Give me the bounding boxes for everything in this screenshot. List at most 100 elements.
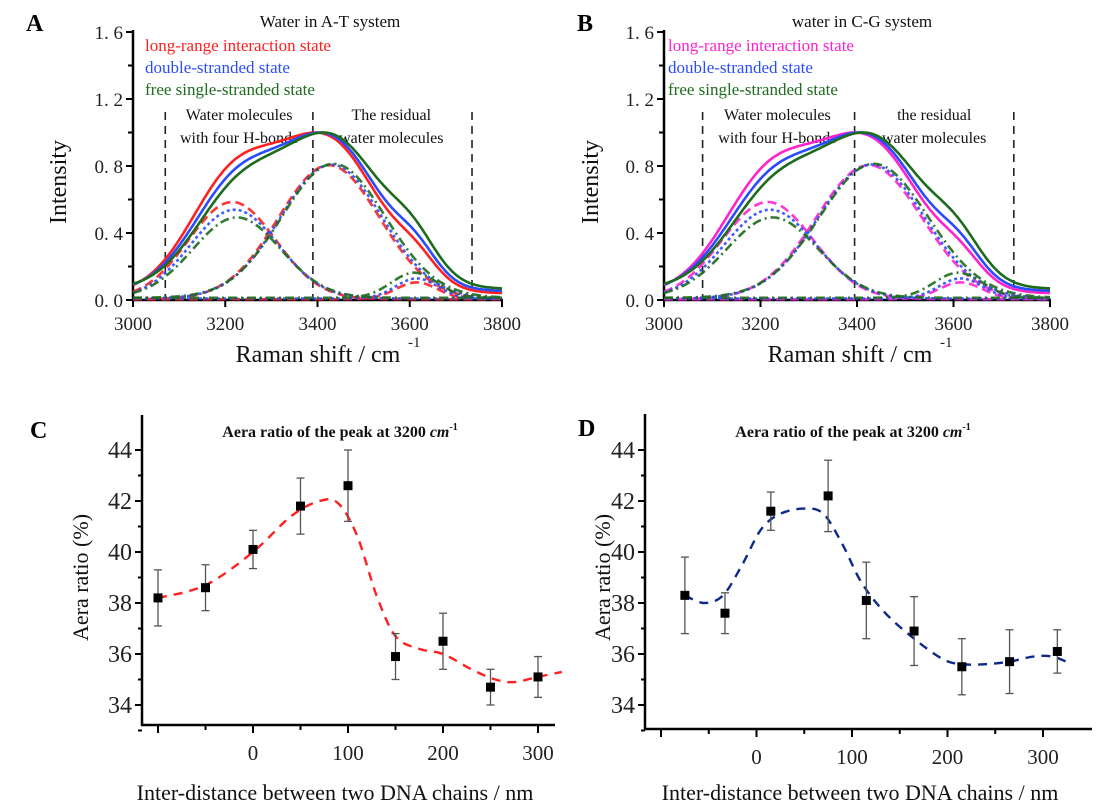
title-text: Aera ratio of the peak at 3200 bbox=[735, 424, 943, 441]
y-axis-label: Aera ratio (%) bbox=[590, 514, 615, 641]
data-point bbox=[153, 593, 163, 603]
data-point bbox=[861, 595, 871, 605]
x-tick-label: 300 bbox=[1027, 745, 1059, 769]
data-point bbox=[486, 682, 495, 692]
x-tick-label: 100 bbox=[836, 745, 868, 769]
y-tick-label: 42 bbox=[108, 489, 132, 515]
x-axis-label: Inter-distance between two DNA chains / … bbox=[137, 780, 534, 805]
x-tick-label: 300 bbox=[522, 741, 554, 765]
region-annotation: water molecules bbox=[882, 130, 986, 147]
data-point bbox=[1052, 646, 1062, 656]
legend-entry: double-stranded state bbox=[145, 58, 290, 77]
panel-a: A 0. 0 0. 4 0. 8 1. 2 1. 6 3000 3200 3400 3600 38… bbox=[26, 11, 521, 368]
title-superscript: -1 bbox=[962, 422, 970, 433]
data-point bbox=[343, 481, 353, 491]
region-annotation: Water molecules bbox=[186, 107, 293, 124]
region-annotation: with four H-bonds bbox=[180, 130, 298, 147]
data-point bbox=[201, 583, 210, 593]
data-point bbox=[296, 501, 305, 511]
x-tick-label: 3400 bbox=[299, 314, 337, 335]
title-unit: cm bbox=[943, 424, 963, 441]
y-tick-label: 36 bbox=[611, 642, 635, 668]
region-annotation: Water molecules bbox=[724, 107, 831, 124]
x-axis-label: Inter-distance between two DNA chains / … bbox=[662, 780, 1059, 805]
component-curve-1 bbox=[663, 216, 1050, 300]
y-tick-label: 0. 8 bbox=[95, 157, 124, 178]
data-point bbox=[909, 626, 919, 636]
legend-entry: free single-stranded state bbox=[668, 80, 838, 99]
legend-entry: long-range interaction state bbox=[145, 36, 331, 55]
data-point bbox=[720, 608, 730, 618]
y-tick-label: 34 bbox=[611, 693, 635, 719]
x-tick-label: 3800 bbox=[1031, 314, 1069, 335]
y-axis-label: Intensity bbox=[578, 140, 604, 224]
data-point bbox=[248, 544, 258, 554]
x-tick-label: 3400 bbox=[838, 314, 876, 335]
data-point bbox=[766, 506, 776, 516]
chart-title: Aera ratio of the peak at 3200 cm-1 bbox=[222, 422, 457, 441]
chart-title: water in C-G system bbox=[792, 12, 932, 31]
legend-entry: free single-stranded state bbox=[145, 80, 315, 99]
chart-title: Water in A-T system bbox=[260, 12, 400, 31]
y-tick-label: 40 bbox=[108, 540, 132, 566]
data-point bbox=[1005, 657, 1015, 667]
x-tick-label: 0 bbox=[751, 745, 762, 769]
total-spectrum-line bbox=[132, 131, 503, 295]
x-tick-label: 100 bbox=[332, 741, 364, 765]
panel-letter-a: A bbox=[26, 11, 44, 37]
y-tick-label: 1. 6 bbox=[95, 23, 124, 44]
region-annotation: water molecules bbox=[339, 130, 443, 147]
panel-letter-d: D bbox=[578, 416, 595, 442]
y-tick-label: 0. 4 bbox=[626, 224, 655, 245]
data-point bbox=[823, 491, 833, 501]
x-axis-label-superscript: -1 bbox=[940, 335, 953, 351]
y-tick-label: 42 bbox=[611, 489, 635, 515]
x-tick-label: 3000 bbox=[645, 314, 683, 335]
legend-entry: long-range interaction state bbox=[668, 36, 854, 55]
y-tick-label: 0. 4 bbox=[95, 224, 124, 245]
x-tick-label: 3200 bbox=[206, 314, 244, 335]
data-point bbox=[533, 672, 543, 682]
x-axis-label-superscript: -1 bbox=[408, 335, 421, 351]
y-tick-label: 34 bbox=[108, 693, 132, 719]
y-tick-label: 38 bbox=[611, 591, 635, 617]
y-tick-label: 0. 8 bbox=[626, 157, 655, 178]
y-tick-label: 44 bbox=[611, 438, 635, 464]
component-curve-2 bbox=[132, 162, 503, 300]
x-tick-label: 3000 bbox=[114, 314, 152, 335]
data-point bbox=[680, 590, 690, 600]
y-axis-label: Intensity bbox=[46, 140, 72, 224]
y-tick-label: 40 bbox=[611, 540, 635, 566]
component-curve-3 bbox=[664, 271, 1050, 300]
y-axis-label: Aera ratio (%) bbox=[68, 514, 93, 641]
y-tick-label: 36 bbox=[108, 642, 132, 668]
total-spectrum-line bbox=[663, 131, 1051, 290]
panel-b: B 0. 0 0. 4 0. 8 1. 2 1. 6 3000 3200 3400 3600 38… bbox=[577, 11, 1069, 368]
x-tick-label: 3600 bbox=[935, 314, 973, 335]
legend-entry: double-stranded state bbox=[668, 58, 813, 77]
y-tick-label: 38 bbox=[108, 591, 132, 617]
title-superscript: -1 bbox=[449, 422, 457, 433]
fit-curve bbox=[684, 507, 1073, 666]
y-tick-label: 1. 2 bbox=[626, 90, 655, 111]
x-tick-label: 200 bbox=[427, 741, 459, 765]
x-tick-label: 3600 bbox=[391, 314, 429, 335]
data-point bbox=[391, 652, 400, 662]
panel-d: D 34 36 38 40 42 44 0 100 200 300 Aera ratio (%) In… bbox=[578, 414, 1092, 805]
title-unit: cm bbox=[430, 424, 450, 441]
panel-letter-c: C bbox=[30, 418, 47, 444]
y-tick-label: 1. 2 bbox=[95, 90, 124, 111]
x-tick-label: 200 bbox=[932, 745, 964, 769]
total-spectrum-line bbox=[663, 131, 1051, 295]
y-tick-label: 1. 6 bbox=[626, 23, 655, 44]
panel-letter-b: B bbox=[577, 11, 593, 37]
y-tick-label: 44 bbox=[108, 438, 132, 464]
component-curve-3 bbox=[664, 281, 1050, 301]
region-annotation: The residual bbox=[352, 107, 432, 124]
panel-c: C 34 36 38 40 42 44 0 100 200 300 Aera ratio (%) In… bbox=[30, 415, 563, 805]
x-tick-label: 3800 bbox=[483, 314, 521, 335]
x-tick-label: 3200 bbox=[742, 314, 780, 335]
y-tick-label: 0. 0 bbox=[95, 291, 124, 312]
region-annotation: the residual bbox=[897, 107, 972, 124]
